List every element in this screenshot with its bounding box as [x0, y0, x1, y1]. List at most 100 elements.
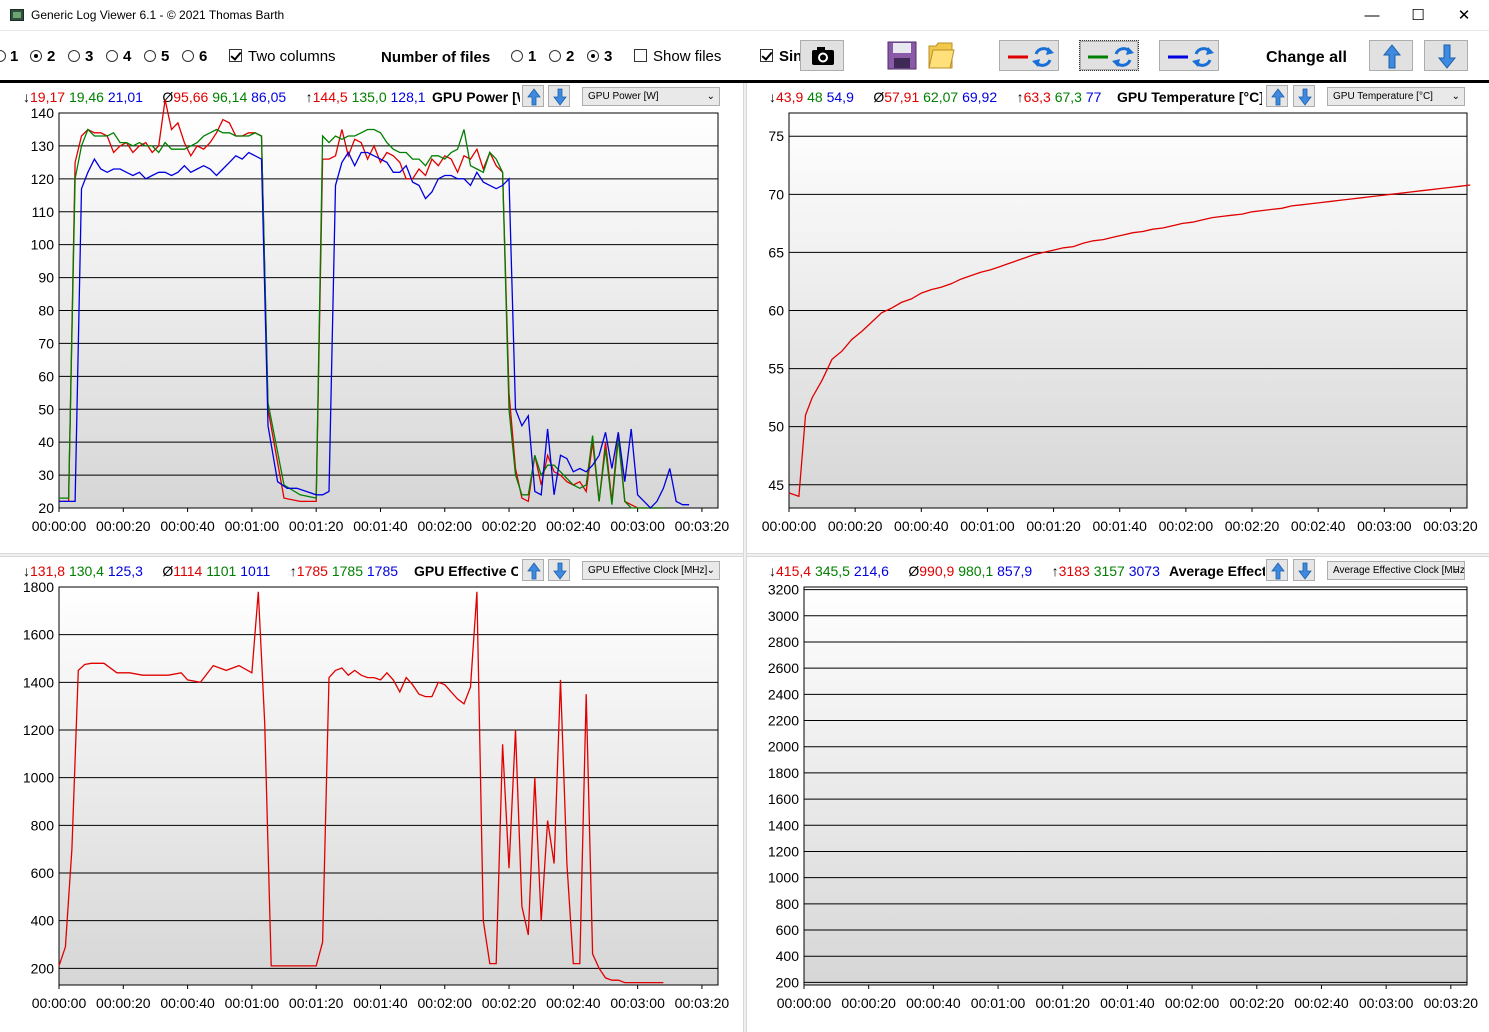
columns-radio-4[interactable]: [106, 50, 118, 62]
x-tick-label: 00:01:00: [225, 995, 280, 1011]
two-columns-checkbox[interactable]: [229, 49, 242, 62]
number-of-files-label: Number of files: [381, 49, 491, 66]
avg-value-red: 1114: [173, 563, 203, 579]
x-tick-label: 00:02:40: [546, 518, 601, 534]
x-tick-label: 00:03:20: [1424, 995, 1479, 1011]
toolbar-separator: [0, 80, 1489, 83]
two-columns-label: Two columns: [248, 48, 336, 65]
y-tick-label: 1400: [768, 817, 799, 833]
max-value-green: 3157: [1093, 563, 1125, 579]
x-tick-label: 00:02:20: [482, 995, 537, 1011]
sensor-select[interactable]: GPU Temperature [°C] ⌄: [1327, 87, 1465, 106]
chart-title: Average Effective Clock [MHz]: [1169, 563, 1265, 579]
red-series-refresh-button[interactable]: [999, 40, 1059, 71]
chart-title: GPU Effective Clock [MHz]: [414, 563, 518, 579]
chart-panel-4: ↓415,4 345,5 214,6 Ø990,9 980,1 857,9 ↑3…: [747, 557, 1489, 1032]
show-files-label: Show files: [653, 48, 722, 65]
chevron-down-icon: ⌄: [706, 565, 715, 576]
x-tick-label: 00:00:20: [841, 995, 896, 1011]
y-tick-label: 400: [31, 913, 55, 929]
columns-radio-3[interactable]: [68, 50, 80, 62]
files-radio-1[interactable]: [511, 50, 523, 62]
columns-radio-2[interactable]: [30, 50, 42, 62]
x-tick-label: 00:00:00: [32, 995, 87, 1011]
x-tick-label: 00:01:00: [971, 995, 1026, 1011]
files-radio-3[interactable]: [587, 50, 599, 62]
stats-row: ↓415,4 345,5 214,6 Ø990,9 980,1 857,9 ↑3…: [769, 563, 1179, 579]
y-tick-label: 70: [38, 335, 54, 351]
arrow-up-icon: [527, 88, 541, 106]
sensor-select-value: GPU Effective Clock [MHz]: [588, 565, 708, 576]
sim-checkbox[interactable]: [760, 49, 773, 62]
screenshot-button[interactable]: [800, 40, 844, 71]
folder-icon: [928, 42, 955, 69]
chart-panel-1: ↓19,17 19,46 21,01 Ø95,66 96,14 86,05 ↑1…: [0, 83, 743, 553]
maximize-button[interactable]: ☐: [1411, 7, 1425, 24]
sensor-select[interactable]: GPU Effective Clock [MHz] ⌄: [582, 561, 720, 580]
y-tick-label: 1000: [23, 770, 54, 786]
max-value-red: 144,5: [312, 89, 348, 105]
x-tick-label: 00:03:00: [610, 518, 665, 534]
x-tick-label: 00:02:00: [1165, 995, 1220, 1011]
x-tick-label: 00:02:40: [1291, 518, 1346, 534]
columns-radio-1[interactable]: [0, 50, 6, 62]
series-line-red: [788, 184, 1471, 498]
series-down-button[interactable]: [1293, 85, 1315, 107]
series-up-button[interactable]: [1266, 85, 1288, 107]
x-tick-label: 00:03:00: [610, 995, 665, 1011]
series-up-button[interactable]: [522, 85, 544, 107]
min-symbol: ↓: [23, 89, 30, 105]
x-tick-label: 00:00:40: [906, 995, 961, 1011]
save-button[interactable]: [885, 40, 919, 71]
max-value-red: 63,3: [1023, 89, 1051, 105]
max-value-blue: 128,1: [390, 89, 426, 105]
x-tick-label: 00:00:20: [96, 518, 151, 534]
series-down-button[interactable]: [1293, 559, 1315, 581]
y-tick-label: 40: [38, 434, 54, 450]
sensor-select-value: GPU Power [W]: [588, 91, 659, 102]
open-folder-button[interactable]: [924, 40, 958, 71]
x-tick-label: 00:00:00: [32, 518, 87, 534]
blue-series-refresh-button[interactable]: [1159, 40, 1219, 71]
red-line-refresh-icon: [1008, 47, 1054, 67]
sensor-select[interactable]: GPU Power [W] ⌄: [582, 87, 720, 106]
chevron-down-icon: ⌄: [706, 91, 715, 102]
y-tick-label: 65: [768, 244, 784, 260]
green-series-refresh-button[interactable]: [1079, 40, 1139, 71]
series-down-button[interactable]: [548, 559, 570, 581]
min-value-blue: 21,01: [107, 89, 143, 105]
avg-value-green: 1101: [206, 563, 237, 579]
max-value-green: 67,3: [1054, 89, 1082, 105]
minimize-button[interactable]: —: [1364, 7, 1380, 24]
x-tick-label: 00:03:20: [1423, 518, 1478, 534]
series-up-button[interactable]: [522, 559, 544, 581]
chart-panel-3: ↓131,8 130,4 125,3 Ø1114 1101 1011 ↑1785…: [0, 557, 743, 1032]
avg-value-red: 57,91: [884, 89, 920, 105]
chart-title: GPU Power [W]: [432, 89, 520, 105]
y-tick-label: 3200: [768, 582, 799, 598]
y-tick-label: 2600: [768, 660, 799, 676]
y-tick-label: 600: [31, 865, 55, 881]
x-tick-label: 00:02:00: [418, 995, 473, 1011]
min-value-green: 48: [807, 89, 823, 105]
y-tick-label: 2400: [768, 686, 799, 702]
plot-area: [58, 586, 719, 986]
avg-symbol: Ø: [162, 563, 174, 579]
max-value-green: 1785: [331, 563, 363, 579]
files-radio-2[interactable]: [549, 50, 561, 62]
y-tick-label: 20: [38, 500, 54, 516]
x-tick-label: 00:00:40: [160, 995, 215, 1011]
x-tick-label: 00:02:20: [1225, 518, 1280, 534]
series-up-button[interactable]: [1266, 559, 1288, 581]
series-down-button[interactable]: [548, 85, 570, 107]
sensor-select[interactable]: Average Effective Clock [MHz] ⌄: [1327, 561, 1465, 580]
green-line-refresh-icon: [1088, 47, 1134, 67]
close-button[interactable]: ✕: [1457, 7, 1471, 24]
change-all-down-button[interactable]: [1424, 40, 1468, 71]
show-files-checkbox[interactable]: [634, 49, 647, 62]
change-all-up-button[interactable]: [1369, 40, 1413, 71]
columns-radio-6[interactable]: [182, 50, 194, 62]
columns-radio-5[interactable]: [144, 50, 156, 62]
series-line-red: [59, 99, 664, 509]
x-tick-label: 00:01:20: [1035, 995, 1090, 1011]
